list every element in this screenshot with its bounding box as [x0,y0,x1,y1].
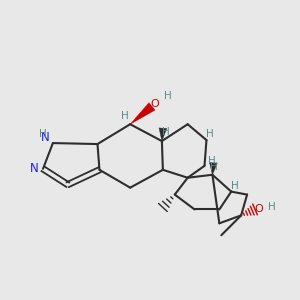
Text: H: H [268,202,276,212]
Polygon shape [130,103,155,124]
Text: O: O [254,204,263,214]
Text: N: N [30,162,39,175]
Text: N: N [41,131,50,144]
Text: H: H [208,156,216,167]
Text: H: H [39,129,47,139]
Text: O: O [150,99,159,109]
Polygon shape [159,128,167,141]
Text: H: H [162,127,169,136]
Text: H: H [121,111,129,121]
Polygon shape [210,163,217,175]
Text: H: H [164,91,172,101]
Text: H: H [210,162,218,172]
Text: H: H [206,129,213,139]
Text: H: H [231,181,239,191]
